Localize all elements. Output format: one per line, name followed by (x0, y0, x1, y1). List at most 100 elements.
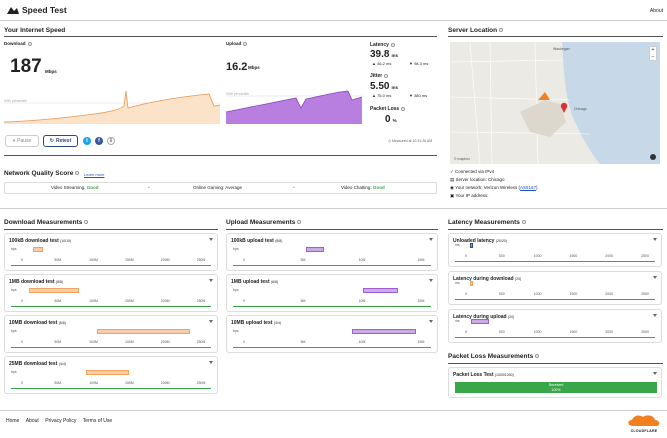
axis-tick-label: 50M (54, 299, 62, 303)
axis-tick-label: 200M (160, 340, 170, 344)
axis-tick-label: 2500 (641, 330, 649, 334)
upload-test-card[interactable]: 1MB upload test (6/6) bps 0 5M 10M 15M (226, 274, 438, 312)
map-zoom-controls[interactable]: + − (649, 46, 657, 61)
axis-tick-label: 0 (21, 340, 23, 344)
person-icon: ▣ (450, 193, 455, 198)
download-test-card[interactable]: 25MB download test (4/4) bps 0 50M 100M 150M 2… (4, 356, 218, 394)
info-icon[interactable] (297, 220, 302, 225)
jitter-label: Jitter (370, 73, 389, 79)
latency-test-title: Latency during download (20) (453, 276, 522, 282)
axis-baseline (455, 336, 655, 338)
axis-tick-label: 5M (300, 340, 306, 344)
axis-tick-label: 10M (358, 299, 366, 303)
axis-baseline (11, 346, 211, 348)
info-icon[interactable] (499, 28, 504, 33)
section-title-latency-measurements: Latency Measurements (448, 219, 526, 226)
info-icon[interactable] (27, 41, 32, 46)
latency-test-title: Latency during upload (20) (453, 314, 515, 320)
download-share-icon[interactable]: ⇩ (107, 137, 115, 145)
axis-tick-label: 1500 (569, 292, 578, 296)
cloudflare-logo[interactable]: CLOUDFLARE (625, 413, 663, 435)
axis-unit: bps (11, 247, 17, 251)
distribution-box (97, 329, 191, 334)
twitter-share-icon[interactable]: t (83, 137, 91, 145)
axis-tick-label: 10M (358, 258, 366, 262)
axis-baseline (11, 387, 211, 389)
retest-button[interactable]: ↻ Retest (43, 135, 78, 147)
info-icon[interactable] (384, 73, 389, 78)
info-icon[interactable] (84, 220, 89, 225)
chevron-down-icon[interactable] (209, 361, 213, 364)
axis-tick-label: 100M (89, 340, 98, 344)
zoom-in-button[interactable]: + (651, 47, 655, 53)
latency-test-card[interactable]: Latency during upload (20) ms 0 500 1000 1500… (448, 309, 662, 343)
chevron-down-icon[interactable] (209, 320, 213, 323)
axis-tick-label: 250M (196, 381, 206, 385)
axis-unit: bps (11, 370, 17, 374)
axis-tick-label: 0 (21, 258, 23, 262)
server-icon: ▤ (450, 177, 455, 182)
zoom-out-button[interactable]: − (651, 54, 655, 60)
info-icon[interactable] (535, 354, 540, 359)
connected-ipv4: ✓ Connected via IPv4 (450, 169, 495, 174)
download-test-card[interactable]: 100kB download test (10/10) bps 0 50M 100M 15… (4, 233, 218, 271)
info-icon[interactable] (75, 171, 80, 176)
app-logo[interactable] (6, 6, 20, 15)
latency-test-card[interactable]: Latency during download (20) ms 0 500 1000 15… (448, 271, 662, 305)
axis-tick-label: 500 (498, 254, 505, 258)
download-test-title: 10MB download test (6/6) (9, 320, 66, 326)
chevron-down-icon[interactable] (429, 279, 433, 282)
map-info-icon[interactable] (650, 154, 656, 160)
chevron-down-icon[interactable] (209, 279, 213, 282)
axis-tick-label: 2500 (641, 254, 649, 258)
latency-value: 39.8 ms (370, 49, 398, 60)
your-ip-text: ▣ Your IP address: (450, 193, 489, 198)
info-icon[interactable] (401, 106, 406, 111)
chevron-down-icon[interactable] (209, 238, 213, 241)
download-test-card[interactable]: 10MB download test (6/6) bps 0 50M 100M 150M 2… (4, 315, 218, 353)
pause-button[interactable]: ⏸ Pause (5, 135, 39, 147)
axis-baseline (11, 305, 211, 307)
axis-tick-label: 2000 (605, 292, 614, 296)
video-chatting-score: Video Chatting: Good (341, 185, 385, 190)
axis-tick-label: 0 (243, 258, 245, 262)
footer-privacy-link[interactable]: Privacy Policy (45, 418, 77, 424)
axis-unit: bps (233, 247, 239, 251)
learn-more-link[interactable]: Learn more (84, 172, 105, 177)
packet-loss-test-card[interactable]: Packet Loss Test (1000/1000) Received 10… (448, 367, 662, 398)
upload-test-card[interactable]: 100kB upload test (8/8) bps 0 5M 10M 15M (226, 233, 438, 271)
facebook-share-icon[interactable]: f (95, 137, 103, 145)
info-icon[interactable] (521, 220, 526, 225)
footer-terms-link[interactable]: Terms of Use (82, 418, 113, 424)
chevron-down-icon[interactable] (653, 276, 657, 279)
check-icon: ✓ (450, 169, 454, 174)
download-test-card[interactable]: 1MB download test (8/8) bps 0 50M 100M 150M 20… (4, 274, 218, 312)
chevron-down-icon[interactable] (653, 238, 657, 241)
axis-tick-label: 1000 (533, 292, 542, 296)
about-link[interactable]: About (649, 8, 663, 14)
axis-tick-label: 100M (89, 258, 98, 262)
latency-upload-value: ▲ 46.2 ms (372, 61, 392, 66)
cloud-icon (628, 415, 660, 426)
chevron-down-icon[interactable] (429, 320, 433, 323)
axis-baseline (455, 298, 655, 300)
server-map[interactable]: Waukegan Chicago © mapbox (450, 42, 660, 164)
footer-about-link[interactable]: About (25, 418, 39, 424)
latency-test-card[interactable]: Unloaded latency (20/20) ms 0 500 1000 1500 20… (448, 233, 662, 267)
axis-tick-label: 1500 (569, 330, 578, 334)
asn-link[interactable]: AS6167 (519, 185, 536, 190)
download-test-title: 100kB download test (10/10) (9, 238, 72, 244)
video-streaming-score: Video Streaming: Good (51, 185, 99, 190)
latency-label: Latency (370, 42, 395, 48)
footer-home-link[interactable]: Home (6, 418, 20, 424)
location-icon: ◉ (450, 185, 454, 190)
upload-test-card[interactable]: 10MB upload test (4/4) bps 0 5M 10M 15M (226, 315, 438, 353)
axis-tick-label: 250M (196, 299, 206, 303)
axis-tick-label: 200M (160, 299, 170, 303)
chevron-down-icon[interactable] (653, 372, 657, 375)
info-icon[interactable] (243, 41, 248, 46)
chevron-down-icon[interactable] (429, 238, 433, 241)
info-icon[interactable] (390, 42, 395, 47)
axis-tick-label: 15M (417, 299, 425, 303)
chevron-down-icon[interactable] (653, 314, 657, 317)
